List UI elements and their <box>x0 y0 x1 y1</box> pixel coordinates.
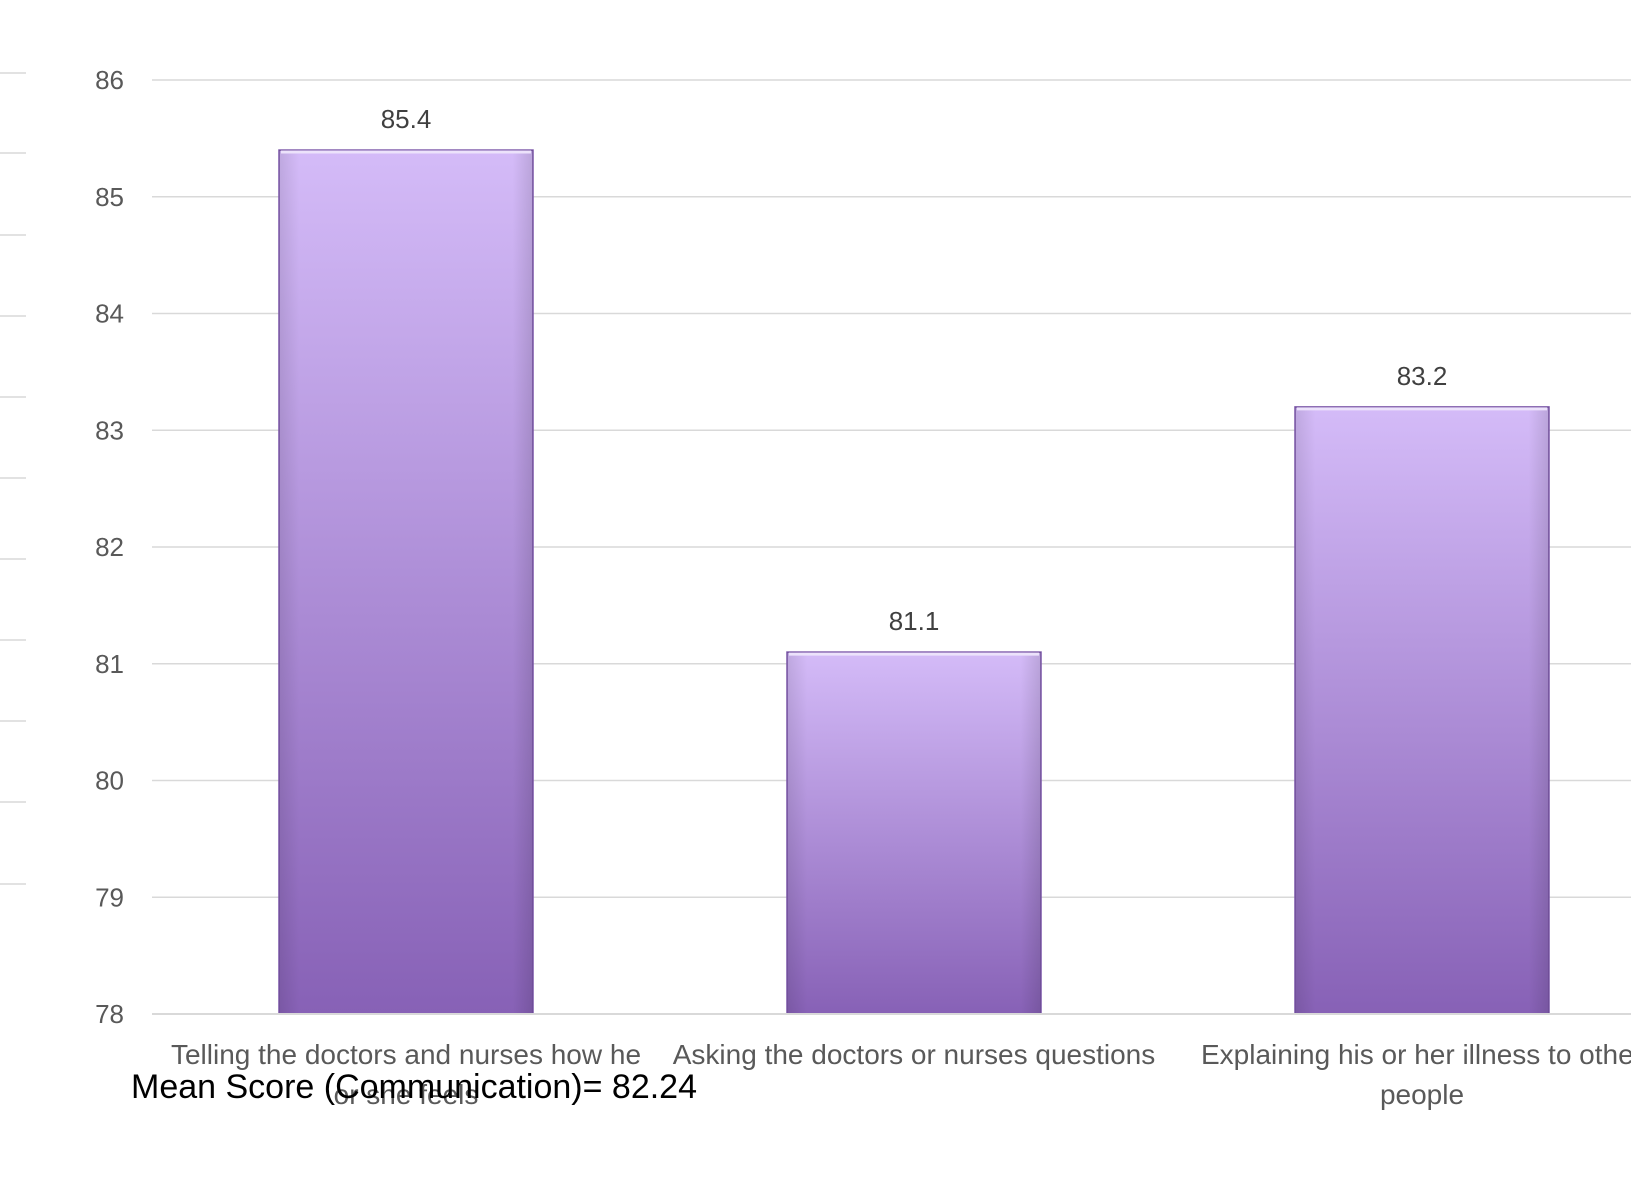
y-tick-label-81: 81 <box>95 649 124 679</box>
y-tick-label-82: 82 <box>95 532 124 562</box>
y-tick-label-80: 80 <box>95 766 124 796</box>
bar-group-3 <box>1294 406 1550 1015</box>
y-tick-label-83: 83 <box>95 415 124 445</box>
y-axis: 78 79 80 81 82 83 84 85 86 <box>95 65 124 1029</box>
y-tick-label-85: 85 <box>95 182 124 212</box>
bar-shade-1 <box>279 150 533 1015</box>
y-tick-label-78: 78 <box>95 999 124 1029</box>
mean-score-text: Mean Score (Communication)= 82.24 <box>131 1068 697 1106</box>
category-label-1-line-2: or she feels <box>334 1079 479 1110</box>
x-axis: Telling the doctors and nurses how he or … <box>152 1013 1631 1110</box>
bar-group-1 <box>278 149 534 1015</box>
bar-shade-3 <box>1295 406 1549 1014</box>
y-tick-label-86: 86 <box>95 65 124 95</box>
data-labels: 85.4 81.1 83.2 <box>381 104 1448 636</box>
left-edge-ticks <box>0 72 26 885</box>
category-label-2-line-1: Asking the doctors or nurses questions <box>673 1039 1155 1070</box>
category-label-3-line-2: people <box>1380 1079 1464 1110</box>
category-label-3-line-1: Explaining his or her illness to other <box>1201 1039 1631 1070</box>
data-label-3: 83.2 <box>1397 361 1448 391</box>
data-label-2: 81.1 <box>889 606 940 636</box>
bar-group-2 <box>786 651 1042 1015</box>
bar-shade-2 <box>787 652 1041 1014</box>
y-tick-label-84: 84 <box>95 299 124 329</box>
data-label-1: 85.4 <box>381 104 432 134</box>
bars <box>278 149 1550 1015</box>
category-label-1-line-1: Telling the doctors and nurses how he <box>171 1039 641 1070</box>
y-tick-label-79: 79 <box>95 882 124 912</box>
